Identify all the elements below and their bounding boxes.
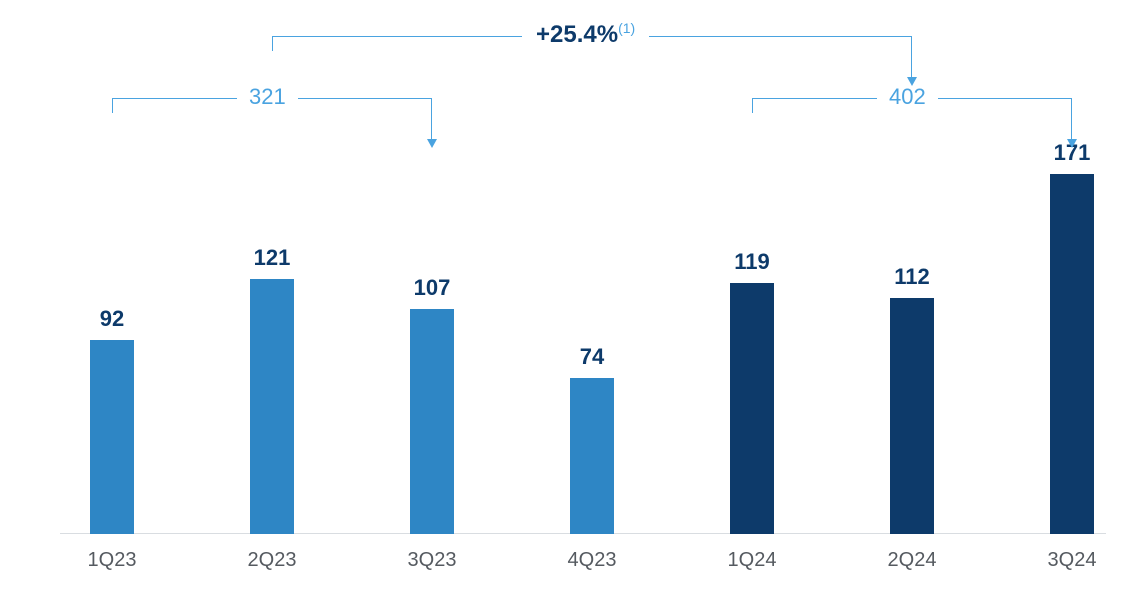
bar-1Q23	[90, 340, 134, 534]
bar-2Q24	[890, 298, 934, 534]
bar-value-1Q24: 119	[692, 249, 812, 275]
growth-footnote: (1)	[618, 20, 635, 36]
category-label-3Q24: 3Q24	[1012, 549, 1132, 572]
category-label-1Q23: 1Q23	[52, 549, 172, 572]
sum-label-1: 402	[877, 84, 938, 110]
bar-value-4Q23: 74	[532, 344, 652, 370]
category-label-4Q23: 4Q23	[532, 549, 652, 572]
growth-value: +25.4%	[536, 21, 618, 48]
top-bracket-arrow-icon	[907, 77, 917, 86]
category-label-2Q24: 2Q24	[852, 549, 972, 572]
chart-stage: 92 1Q23 121 2Q23 107 3Q23 74 4Q23 119 1Q24 112 2Q24…	[0, 0, 1146, 594]
bar-value-2Q24: 112	[852, 264, 972, 290]
sum-bracket-0-arrow-icon	[427, 139, 437, 148]
bar-value-2Q23: 121	[212, 245, 332, 271]
sum-label-0: 321	[237, 84, 298, 110]
bar-1Q24	[730, 283, 774, 534]
bar-2Q23	[250, 279, 294, 534]
category-label-3Q23: 3Q23	[372, 549, 492, 572]
bar-3Q23	[410, 309, 454, 534]
bar-value-3Q23: 107	[372, 275, 492, 301]
category-label-1Q24: 1Q24	[692, 549, 812, 572]
category-label-2Q23: 2Q23	[212, 549, 332, 572]
bar-value-1Q23: 92	[52, 306, 172, 332]
sum-bracket-1-arrow-icon	[1067, 139, 1077, 148]
bar-4Q23	[570, 378, 614, 534]
bar-3Q24	[1050, 174, 1094, 534]
growth-label: +25.4%(1)	[522, 20, 649, 49]
